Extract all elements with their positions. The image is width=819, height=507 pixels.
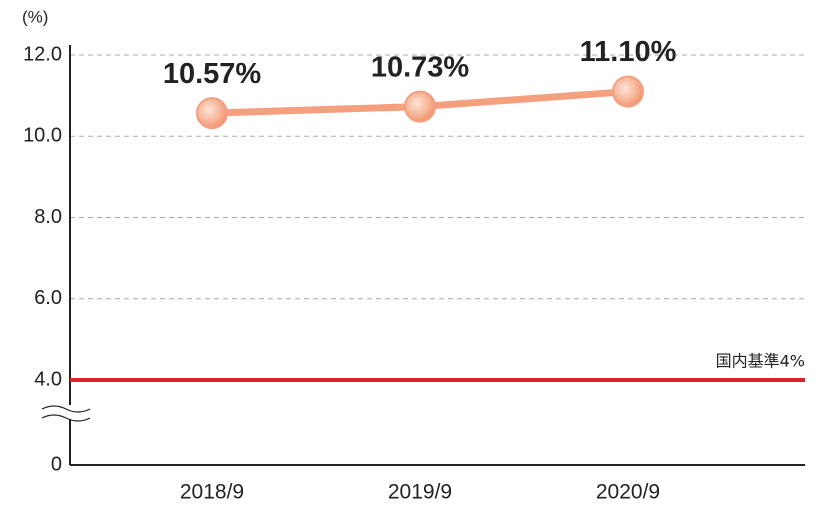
marker <box>612 75 644 108</box>
x-tick-label: 2018/9 <box>180 481 244 504</box>
x-tick-label: 2019/9 <box>388 481 452 504</box>
x-tick-label: 2020/9 <box>596 481 660 504</box>
axis-break <box>41 405 91 422</box>
data-label: 11.10% <box>580 36 677 68</box>
reference-label: 国内基準4% <box>716 352 805 371</box>
data-label: 10.73% <box>371 51 470 83</box>
y-tick-label: 12.0 <box>23 43 62 65</box>
marker <box>196 97 228 130</box>
y-tick-label: 0 <box>51 453 62 475</box>
marker <box>404 90 436 123</box>
y-tick-label: 6.0 <box>34 287 62 309</box>
y-tick-label: 10.0 <box>23 125 62 147</box>
y-tick-label: 4.0 <box>34 368 62 390</box>
y-axis-unit: (%) <box>22 7 48 26</box>
y-tick-label: 8.0 <box>34 206 62 228</box>
data-label: 10.57% <box>163 58 262 90</box>
